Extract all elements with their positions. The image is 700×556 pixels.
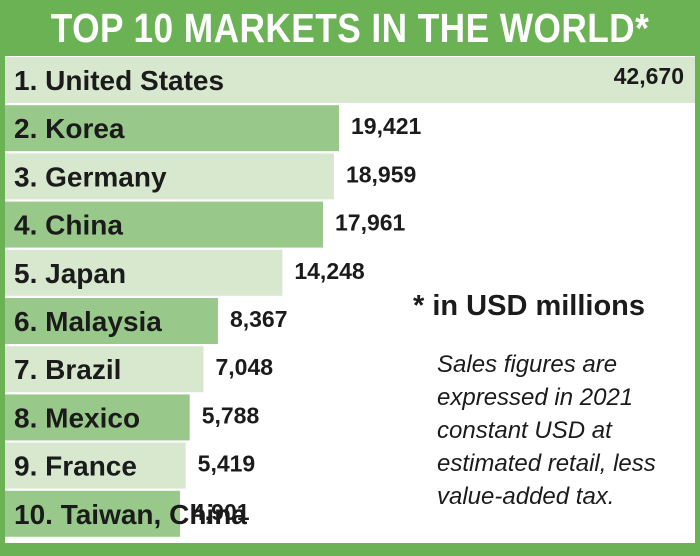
bar-7 (5, 346, 204, 393)
category-label-9: 9. France (14, 451, 137, 482)
value-label-3: 18,959 (346, 161, 416, 187)
value-label-8: 5,788 (202, 402, 260, 428)
unit-note: * in USD millions (413, 290, 646, 322)
bar-5 (5, 249, 283, 296)
category-label-2: 2. Korea (14, 113, 125, 144)
description-note: Sales figures are expressed in 2021 cons… (437, 351, 656, 510)
value-label-5: 14,248 (294, 258, 365, 284)
value-label-4: 17,961 (335, 210, 406, 236)
value-label-9: 5,419 (198, 451, 256, 477)
bar-8 (5, 394, 190, 441)
bar-10 (5, 490, 180, 537)
value-label-6: 8,367 (230, 306, 288, 332)
category-label-5: 5. Japan (14, 258, 126, 289)
value-label-2: 19,421 (351, 113, 422, 139)
category-label-3: 3. Germany (14, 161, 167, 192)
chart-panel: 1. United States 42,670 2. Korea 19,421 3. G… (5, 56, 695, 543)
bar-4 (5, 201, 324, 248)
category-label-8: 8. Mexico (14, 402, 140, 433)
category-label-7: 7. Brazil (14, 354, 121, 385)
category-label-1: 1. United States (14, 65, 224, 96)
value-label-7: 7,048 (216, 354, 274, 380)
category-label-4: 4. China (14, 210, 123, 241)
value-label-10: 4,901 (192, 499, 250, 525)
bar-9 (5, 442, 186, 489)
chart-title: TOP 10 MARKETS IN THE WORLD* (50, 5, 650, 51)
bar-1 (5, 57, 695, 103)
bar-3 (5, 153, 334, 200)
bar-chart: 1. United States 42,670 2. Korea 19,421 3. G… (5, 57, 695, 537)
bar-6 (5, 298, 218, 344)
value-label-1: 42,670 (614, 63, 684, 89)
category-label-6: 6. Malaysia (14, 306, 162, 337)
bar-2 (5, 105, 339, 152)
category-label-10: 10. Taiwan, China (14, 499, 247, 530)
